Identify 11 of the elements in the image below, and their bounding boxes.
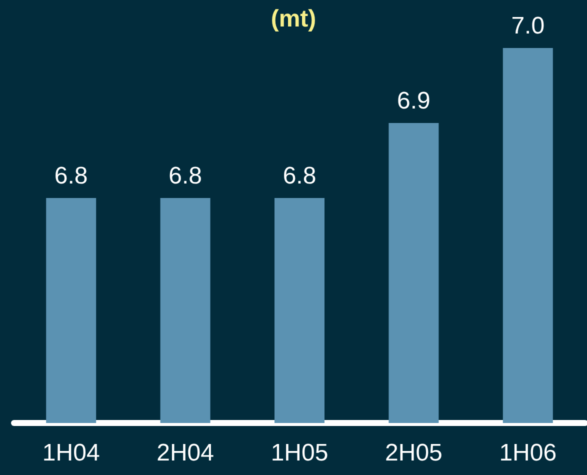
- x-tick-label: 1H06: [499, 440, 557, 466]
- data-label: 6.9: [397, 88, 430, 114]
- x-tick-label: 1H04: [42, 440, 100, 466]
- data-label: 6.8: [282, 162, 316, 190]
- data-label: 6.8: [54, 162, 88, 190]
- data-label: 7.0: [511, 12, 545, 40]
- chart-title: (mt): [270, 6, 316, 32]
- x-tick-label: 2H04: [156, 440, 214, 466]
- x-tick-label: 2H05: [385, 440, 442, 466]
- data-label: 6.8: [168, 162, 202, 190]
- x-tick-label: 1H05: [270, 440, 328, 466]
